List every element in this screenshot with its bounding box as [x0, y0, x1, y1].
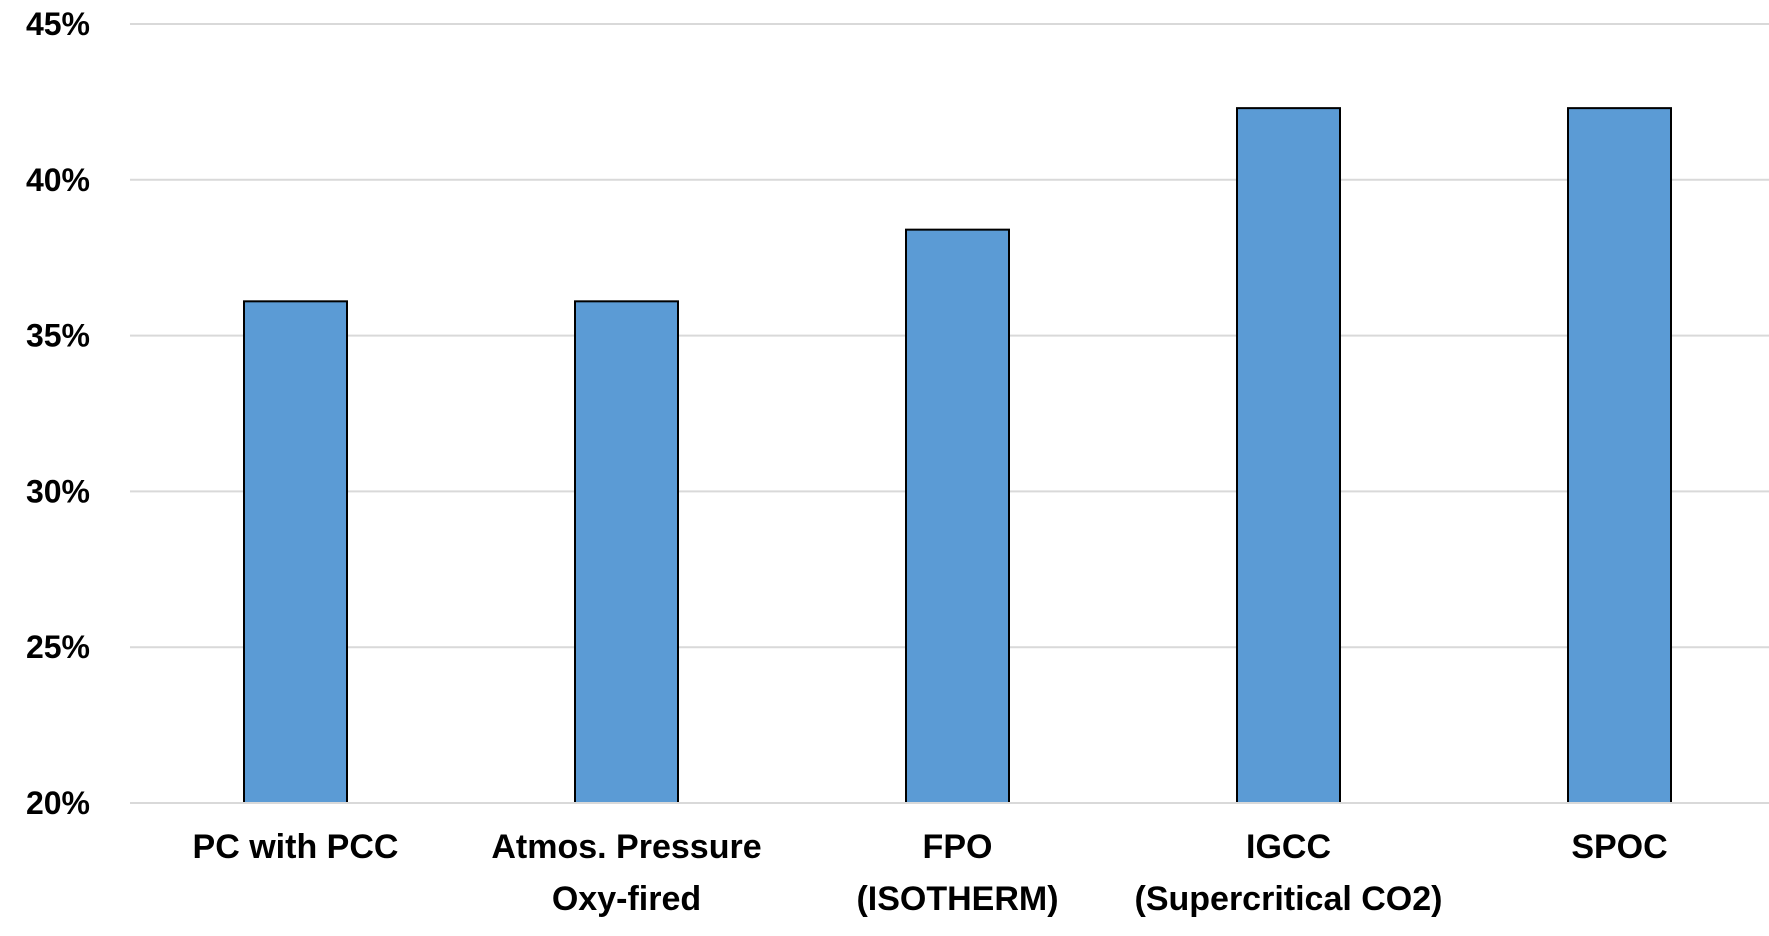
x-category-label-line: PC with PCC — [193, 828, 399, 866]
x-category-label-line: FPO — [923, 828, 993, 866]
x-category-label: Atmos. Pressure Oxy-fired — [491, 828, 761, 918]
x-category-label-line: Atmos. Pressure — [491, 828, 761, 866]
y-tick-label: 25% — [26, 629, 90, 665]
y-tick-label: 30% — [26, 473, 90, 509]
bar — [905, 228, 1010, 804]
x-category-label-line: (ISOTHERM) — [856, 880, 1058, 918]
x-category-label: FPO (ISOTHERM) — [856, 828, 1058, 918]
y-tick-label: 20% — [26, 785, 90, 821]
bars — [243, 107, 1672, 804]
y-tick-label: 40% — [26, 162, 90, 198]
y-tick-label: 35% — [26, 318, 90, 354]
x-category-label-line: SPOC — [1571, 828, 1667, 866]
bar — [1567, 107, 1672, 804]
x-category-label: SPOC — [1571, 828, 1667, 866]
x-category-label-line: IGCC — [1246, 828, 1331, 866]
x-category-label-line: Oxy-fired — [552, 880, 701, 918]
bar — [1236, 107, 1341, 804]
x-category-label-line: (Supercritical CO2) — [1135, 880, 1443, 918]
x-category-label: IGCC (Supercritical CO2) — [1135, 828, 1443, 918]
x-category-label: PC with PCC — [193, 828, 399, 866]
y-tick-label: 45% — [26, 6, 90, 42]
bar — [574, 300, 679, 804]
y-axis-tick-labels: 20% 25% 30% 35% 40% 45% — [26, 6, 90, 821]
x-axis-category-labels: PC with PCC Atmos. Pressure Oxy-fired FPO (I… — [193, 828, 1668, 918]
bar — [243, 300, 348, 804]
